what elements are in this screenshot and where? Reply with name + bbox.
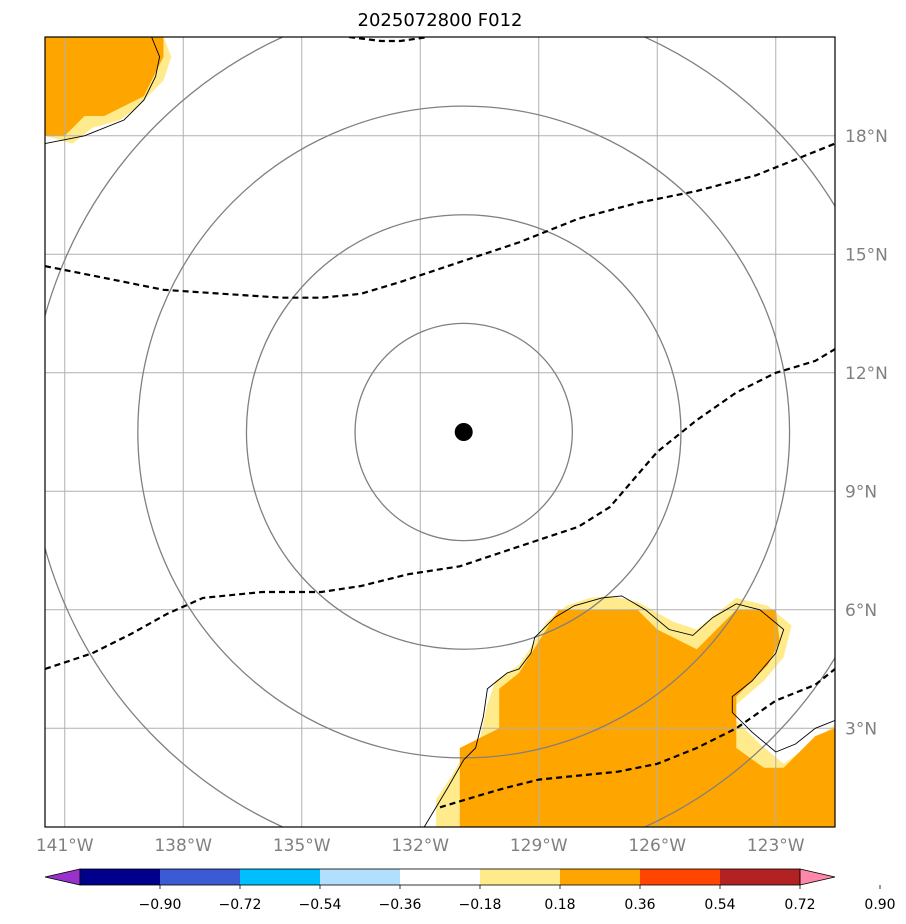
longitude-tick-label: 129°W bbox=[510, 836, 568, 856]
map-frame bbox=[44, 36, 836, 828]
land-fill-orange-southeast bbox=[459, 609, 835, 827]
latitude-tick-label: 3°N bbox=[845, 719, 877, 739]
colorbar-tick-label: −0.72 bbox=[219, 897, 262, 913]
dashed-contour-line bbox=[348, 37, 429, 43]
colorbar-tick-label: 0.18 bbox=[544, 897, 575, 913]
coastline bbox=[45, 37, 161, 145]
longitude-tick-label: 138°W bbox=[154, 836, 212, 856]
colorbar-tick-labels: −0.90 −0.72 −0.54 −0.36 −0.18 0.18 0.36 0.54 0.7… bbox=[139, 885, 896, 913]
colorbar-segment bbox=[400, 869, 481, 885]
longitude-tick-label: 132°W bbox=[391, 836, 449, 856]
center-point bbox=[454, 423, 473, 441]
colorbar-extend-high bbox=[799, 868, 836, 886]
colorbar-segment bbox=[560, 869, 641, 885]
latitude-tick-label: 15°N bbox=[845, 245, 888, 265]
colorbar-tick-label: −0.36 bbox=[379, 897, 422, 913]
longitude-tick-label: 126°W bbox=[628, 836, 686, 856]
range-ring bbox=[137, 105, 791, 759]
colorbar-tick-label: −0.18 bbox=[459, 897, 502, 913]
colorbar-outline bbox=[79, 868, 801, 886]
range-ring bbox=[354, 322, 573, 542]
colorbar-segment bbox=[320, 869, 401, 885]
land-fills bbox=[45, 37, 835, 827]
longitude-tick-label: 141°W bbox=[36, 836, 94, 856]
dashed-contour-line bbox=[45, 348, 835, 671]
latitude-tick-label: 18°N bbox=[845, 127, 888, 147]
map-plot-area bbox=[45, 37, 835, 827]
colorbar-segment bbox=[640, 869, 721, 885]
longitude-tick-labels: 141°W 138°W 135°W 132°W 129°W 126°W 123°W bbox=[36, 836, 805, 856]
colorbar-tick-label: −0.54 bbox=[299, 897, 342, 913]
land-fill-orange-northwest bbox=[45, 37, 164, 136]
colorbar-segment bbox=[160, 869, 241, 885]
colorbar-segment bbox=[240, 869, 321, 885]
colorbar-segment bbox=[720, 869, 801, 885]
longitude-tick-label: 123°W bbox=[747, 836, 805, 856]
colorbar-segment bbox=[480, 869, 561, 885]
range-ring bbox=[245, 214, 682, 650]
map-title: 2025072800 F012 bbox=[358, 10, 523, 31]
colorbar-segment bbox=[80, 869, 161, 885]
colorbar-tick-label: 0.72 bbox=[784, 897, 815, 913]
colorbar-tick-label: 0.90 bbox=[864, 897, 895, 913]
latitude-tick-labels: 3°N 6°N 9°N 12°N 15°N 18°N bbox=[845, 127, 888, 740]
dashed-contour-line bbox=[45, 142, 835, 299]
dashed-contours bbox=[45, 37, 835, 809]
latitude-tick-label: 12°N bbox=[845, 364, 888, 384]
coastlines bbox=[45, 37, 835, 827]
colorbar-tick-label: 0.54 bbox=[704, 897, 735, 913]
colorbar-tick-label: 0.36 bbox=[624, 897, 655, 913]
range-rings bbox=[45, 37, 835, 827]
colorbar-extend-low bbox=[44, 868, 81, 886]
dashed-contour-line bbox=[439, 668, 835, 809]
longitude-tick-label: 135°W bbox=[273, 836, 331, 856]
coastline bbox=[423, 595, 835, 827]
latitude-tick-label: 6°N bbox=[845, 601, 877, 621]
center-marker bbox=[454, 423, 473, 441]
gridlines bbox=[45, 37, 835, 827]
colorbar bbox=[44, 868, 836, 886]
colorbar-tick-label: −0.90 bbox=[139, 897, 182, 913]
latitude-tick-label: 9°N bbox=[845, 482, 877, 502]
